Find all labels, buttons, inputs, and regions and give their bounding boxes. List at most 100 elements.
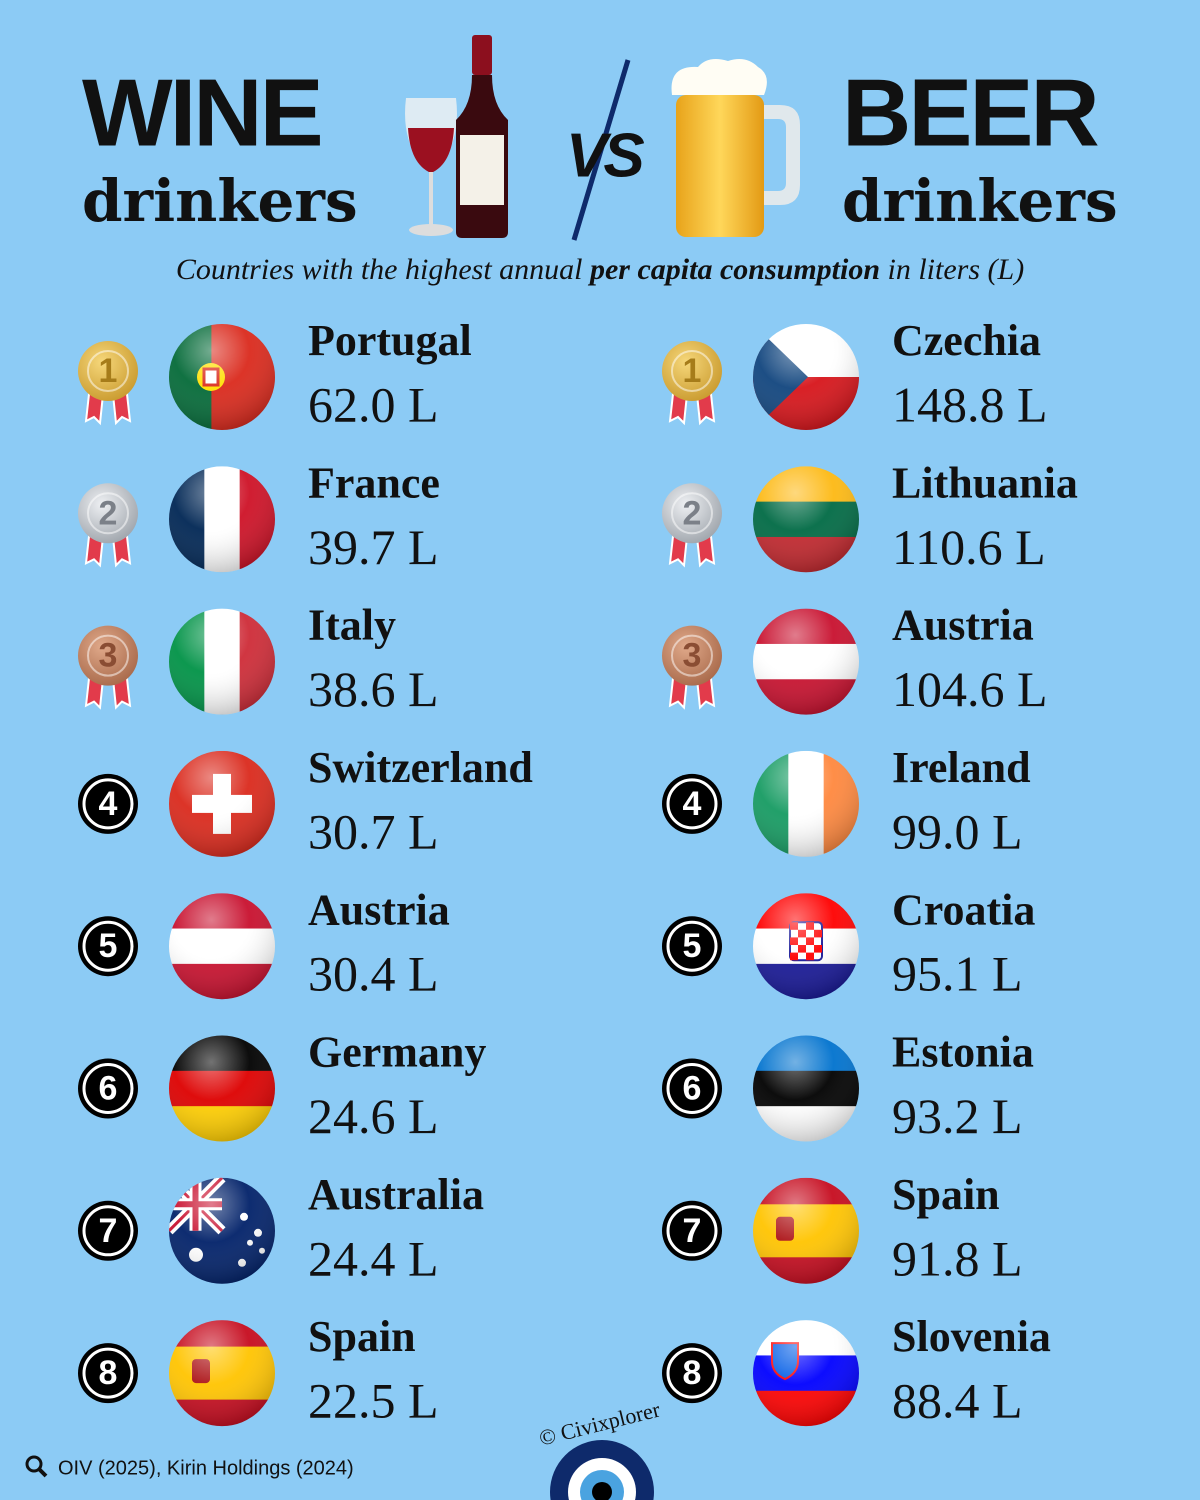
country-name: Austria xyxy=(308,885,450,934)
consumption-value: 148.8 L xyxy=(892,376,1048,432)
description-bold: per capita consumption xyxy=(587,253,880,286)
country-name: Switzerland xyxy=(308,743,533,792)
consumption-value: 93.2 L xyxy=(892,1088,1023,1144)
flag-gloss xyxy=(169,1035,275,1142)
rank-badge xyxy=(78,1058,138,1119)
country-name: Portugal xyxy=(308,316,472,365)
vs: VS xyxy=(566,121,644,190)
ranking-row: 4 Switzerland 30.7 L xyxy=(78,743,533,859)
ranking-row: 3 Italy 38.6 L xyxy=(78,601,439,717)
rank: 4 xyxy=(683,785,702,823)
rank: 2 xyxy=(99,494,118,532)
left-subtitle: drinkers xyxy=(82,167,358,235)
rank: 3 xyxy=(683,637,702,675)
ranking-row: 8 Spain 22.5 L xyxy=(78,1312,439,1429)
flag-gloss xyxy=(169,1177,275,1284)
beer-icon xyxy=(671,59,800,237)
consumption-value: 39.7 L xyxy=(308,519,439,575)
rank-badge-ring xyxy=(82,778,134,830)
medal-inner xyxy=(671,350,713,392)
ranking-row: 2 France 39.7 L xyxy=(78,458,440,575)
rank-badge xyxy=(662,1058,722,1119)
search-icon xyxy=(25,1455,48,1478)
wine-icon xyxy=(405,35,508,238)
medal xyxy=(662,625,722,686)
consumption-value: 38.6 L xyxy=(308,661,439,717)
country-name: Lithuania xyxy=(892,458,1078,507)
consumption-value: 88.4 L xyxy=(892,1373,1023,1429)
rank-badge-ring xyxy=(666,920,718,972)
country-name: Slovenia xyxy=(892,1312,1051,1361)
rank-badge xyxy=(662,773,722,834)
rank: 7 xyxy=(99,1212,118,1250)
rank-badge-ring xyxy=(82,1347,134,1399)
ranking-row: 6 Germany 24.6 L xyxy=(78,1028,486,1144)
rank: 8 xyxy=(99,1354,118,1392)
ranking-row: 1 Czechia 148.8 L xyxy=(662,316,1048,432)
consumption-value: 95.1 L xyxy=(892,946,1023,1002)
flag-gloss xyxy=(753,466,859,573)
rank-badge-ring xyxy=(82,1205,134,1257)
ranking-row: 7 Spain 91.8 L xyxy=(662,1170,1023,1286)
flag-gloss xyxy=(753,608,859,715)
rank-badge xyxy=(78,916,138,977)
left-title: WINE xyxy=(82,59,321,166)
rank: 1 xyxy=(683,352,702,390)
medal-inner xyxy=(671,634,713,677)
flag-gloss xyxy=(169,466,275,573)
ranking-row: 5 Austria 30.4 L xyxy=(78,885,450,1002)
rank-badge-ring xyxy=(666,1347,718,1399)
rank: 3 xyxy=(99,637,118,675)
medal-inner xyxy=(671,492,713,535)
rank: 6 xyxy=(99,1069,118,1107)
ranking-row: 3 Austria 104.6 L xyxy=(662,601,1048,717)
consumption-value: 104.6 L xyxy=(892,661,1048,717)
rank-badge-ring xyxy=(666,1063,718,1114)
medal-inner xyxy=(87,350,129,392)
rank-badge-ring xyxy=(82,1063,134,1114)
rank: 2 xyxy=(683,494,702,532)
country-name: Australia xyxy=(308,1170,484,1219)
right-subtitle: drinkers xyxy=(842,167,1118,235)
ranking-row: 8 Slovenia 88.4 L xyxy=(662,1312,1051,1429)
rank-badge xyxy=(78,773,138,834)
consumption-value: 24.4 L xyxy=(308,1230,439,1286)
country-name: Ireland xyxy=(892,743,1031,792)
rank: 5 xyxy=(99,927,118,965)
rank-badge xyxy=(662,916,722,977)
ranking-row: 1 Portugal 62.0 L xyxy=(78,316,472,432)
flag-gloss xyxy=(169,324,275,430)
consumption-value: 99.0 L xyxy=(892,803,1023,859)
divider xyxy=(571,59,631,241)
consumption-value: 62.0 L xyxy=(308,376,439,432)
medal xyxy=(78,341,138,401)
ranking-row: 6 Estonia 93.2 L xyxy=(662,1028,1034,1144)
medal xyxy=(78,625,138,686)
rank-badge xyxy=(78,1343,138,1404)
country-name: Estonia xyxy=(892,1028,1034,1077)
rankings: 1 Portugal 62.0 L 2 France 39.7 L 3 Italy 38.6 L… xyxy=(78,316,1078,1429)
ranking-row: 5 Croatia 95.1 L xyxy=(662,885,1035,1002)
flag-gloss xyxy=(753,1035,859,1142)
consumption-value: 110.6 L xyxy=(892,519,1046,575)
rank: 6 xyxy=(683,1069,702,1107)
ranking-row: 4 Ireland 99.0 L xyxy=(662,743,1031,859)
rank-badge xyxy=(78,1200,138,1261)
description-text: Countries with the highest annual xyxy=(176,253,590,286)
consumption-value: 22.5 L xyxy=(308,1373,439,1429)
country-name: France xyxy=(308,458,440,507)
ranking-row: 7 Australia 24.4 L xyxy=(78,1170,484,1286)
consumption-value: 91.8 L xyxy=(892,1230,1023,1286)
rank-badge-ring xyxy=(666,1205,718,1257)
medal xyxy=(662,341,722,401)
ranking-row: 2 Lithuania 110.6 L xyxy=(662,458,1078,575)
rank-badge xyxy=(662,1200,722,1261)
rank: 7 xyxy=(683,1212,702,1250)
flag-gloss xyxy=(753,1320,859,1427)
flag-gloss xyxy=(753,324,859,430)
flag-gloss xyxy=(753,1177,859,1284)
consumption-value: 30.7 L xyxy=(308,803,439,859)
medal-inner xyxy=(87,492,129,535)
rank: 1 xyxy=(99,352,118,390)
